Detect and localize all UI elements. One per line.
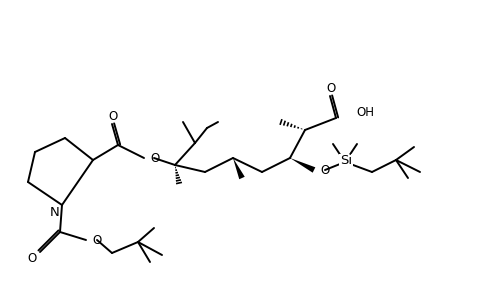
Text: O: O — [326, 81, 335, 94]
Polygon shape — [290, 158, 316, 173]
Text: O: O — [320, 164, 329, 178]
Text: Si: Si — [340, 154, 352, 167]
Text: O: O — [92, 235, 101, 248]
Text: O: O — [150, 151, 159, 164]
Text: O: O — [108, 109, 118, 122]
Polygon shape — [233, 158, 245, 179]
Text: N: N — [50, 207, 60, 220]
Text: O: O — [28, 252, 37, 265]
Text: OH: OH — [356, 106, 374, 119]
